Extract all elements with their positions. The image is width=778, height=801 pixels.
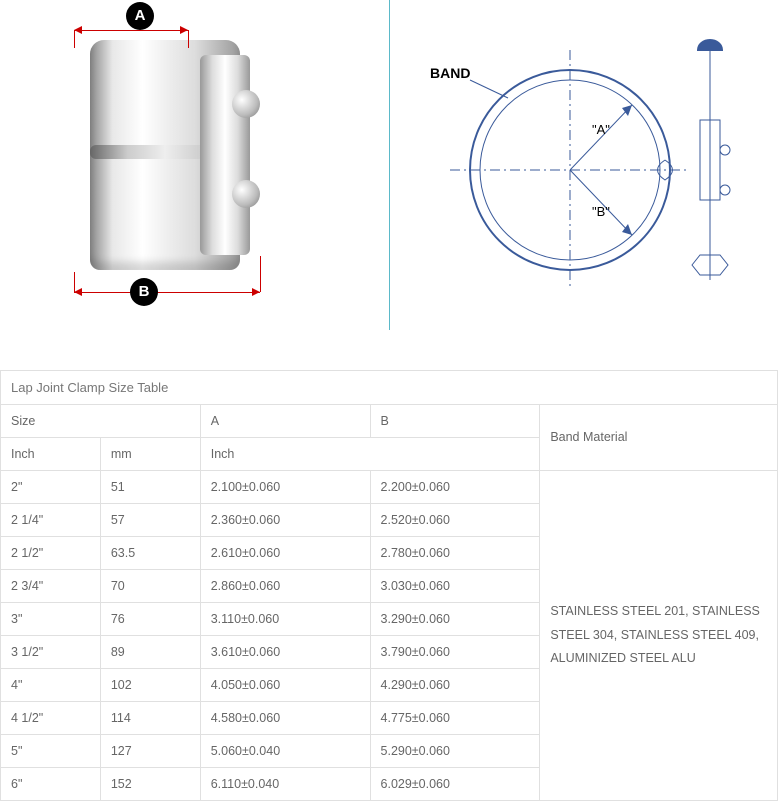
hdr-inch2: Inch (200, 438, 540, 471)
table-cell: 2.610±0.060 (200, 537, 370, 570)
table-cell: 63.5 (100, 537, 200, 570)
table-cell: 3" (1, 603, 101, 636)
table-cell: 3.110±0.060 (200, 603, 370, 636)
table-cell: 3.290±0.060 (370, 603, 540, 636)
table-cell: 3.030±0.060 (370, 570, 540, 603)
table-cell: 2.360±0.060 (200, 504, 370, 537)
table-cell: 5.290±0.060 (370, 735, 540, 768)
bolt-plate (200, 55, 250, 255)
table-cell: 3.790±0.060 (370, 636, 540, 669)
table-cell: 3.610±0.060 (200, 636, 370, 669)
table-cell: 57 (100, 504, 200, 537)
dimension-label-a: A (126, 2, 154, 30)
table-cell: 6.029±0.060 (370, 768, 540, 801)
table-cell: 2.100±0.060 (200, 471, 370, 504)
size-table-wrap: Lap Joint Clamp Size Table Size A B Band… (0, 370, 778, 801)
table-cell: 70 (100, 570, 200, 603)
size-table: Lap Joint Clamp Size Table Size A B Band… (0, 370, 778, 801)
table-cell: 4.775±0.060 (370, 702, 540, 735)
dim-ext-a-left (74, 30, 75, 48)
table-cell: 5.060±0.040 (200, 735, 370, 768)
table-cell: 4.290±0.060 (370, 669, 540, 702)
bolt-bottom (232, 180, 260, 208)
hdr-a: A (200, 405, 370, 438)
hdr-material: Band Material (540, 405, 778, 471)
material-cell: STAINLESS STEEL 201, STAINLESS STEEL 304… (540, 471, 778, 801)
table-title-row: Lap Joint Clamp Size Table (1, 371, 778, 405)
dimension-arrow-b (74, 292, 260, 293)
table-cell: 6" (1, 768, 101, 801)
hdr-mm: mm (100, 438, 200, 471)
table-cell: 5" (1, 735, 101, 768)
table-cell: 4 1/2" (1, 702, 101, 735)
inner-label-b: "B" (592, 204, 610, 219)
table-cell: 89 (100, 636, 200, 669)
hdr-inch: Inch (1, 438, 101, 471)
table-cell: 2.520±0.060 (370, 504, 540, 537)
dimension-label-b: B (130, 278, 158, 306)
table-cell: 4.580±0.060 (200, 702, 370, 735)
table-cell: 127 (100, 735, 200, 768)
table-cell: 2" (1, 471, 101, 504)
table-cell: 4" (1, 669, 101, 702)
table-cell: 51 (100, 471, 200, 504)
table-cell: 4.050±0.060 (200, 669, 370, 702)
table-cell: 2.780±0.060 (370, 537, 540, 570)
table-cell: 2.200±0.060 (370, 471, 540, 504)
table-cell: 2 3/4" (1, 570, 101, 603)
table-cell: 152 (100, 768, 200, 801)
dim-ext-b-right (260, 256, 261, 292)
table-cell: 2.860±0.060 (200, 570, 370, 603)
table-cell: 6.110±0.040 (200, 768, 370, 801)
table-cell: 2 1/4" (1, 504, 101, 537)
table-cell: 102 (100, 669, 200, 702)
table-cell: 3 1/2" (1, 636, 101, 669)
diagram-row: A B (0, 0, 778, 330)
band-label: BAND (430, 65, 470, 81)
table-title: Lap Joint Clamp Size Table (1, 371, 778, 405)
inner-label-a: "A" (592, 122, 610, 137)
table-cell: 2 1/2" (1, 537, 101, 570)
bolt-top (232, 90, 260, 118)
table-row: 2"512.100±0.0602.200±0.060STAINLESS STEE… (1, 471, 778, 504)
dim-ext-a-right (188, 30, 189, 48)
table-cell: 114 (100, 702, 200, 735)
table-cell: 76 (100, 603, 200, 636)
hdr-size: Size (1, 405, 201, 438)
table-header-row-1: Size A B Band Material (1, 405, 778, 438)
schematic-svg: BAND "A" "B" (410, 20, 770, 320)
diagram-photo-panel: A B (0, 0, 390, 330)
diagram-schematic-panel: BAND "A" "B" (390, 0, 778, 330)
dimension-arrow-a (74, 30, 188, 31)
hdr-b: B (370, 405, 540, 438)
dim-ext-b-left (74, 272, 75, 292)
